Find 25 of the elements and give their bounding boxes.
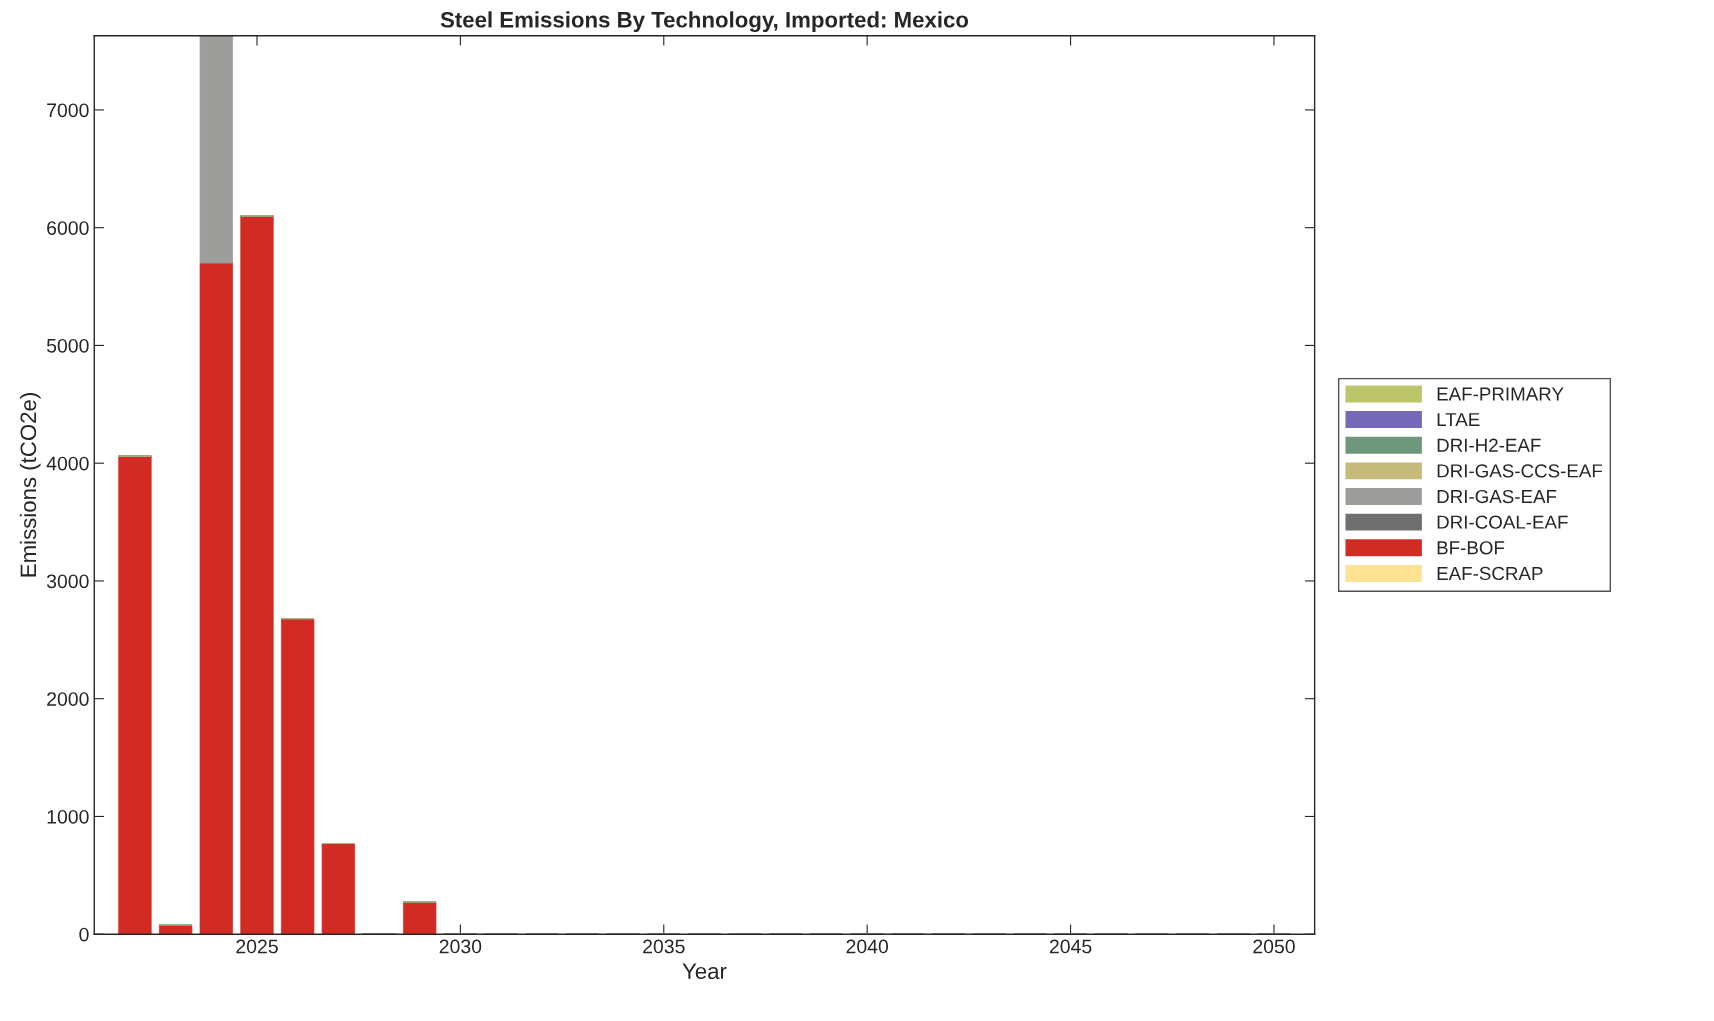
x-tick-label: 2030 — [439, 939, 482, 954]
y-tick-label: 4000 — [46, 456, 89, 471]
x-tick-label: 2040 — [846, 939, 889, 954]
x-tick-label: 2035 — [643, 939, 685, 954]
y-tick-label: 1000 — [47, 809, 89, 824]
y-tick-label: 3000 — [46, 574, 89, 589]
y-tick-label: 2000 — [47, 692, 89, 706]
legend-label: BF-BOF — [1437, 541, 1505, 555]
legend-label: DRI-COAL-EAF — [1437, 515, 1568, 529]
y-tick-label: 6000 — [47, 221, 89, 235]
y-tick-label: 5000 — [46, 338, 89, 353]
y-tick-label: 7000 — [47, 103, 89, 118]
chart-title: Steel Emissions By Technology, Imported: Mexico — [440, 11, 969, 33]
y-axis-title: Emissions (tCO2e) — [19, 393, 41, 577]
x-tick-label: 2050 — [1253, 939, 1295, 954]
x-tick-label: 2045 — [1049, 939, 1092, 954]
x-tick-label: 2025 — [236, 939, 278, 954]
y-tick-label: 0 — [79, 927, 89, 942]
legend-label: DRI-GAS-CCS-EAF — [1437, 464, 1603, 478]
x-axis-title: Year — [682, 963, 727, 980]
legend-label: DRI-GAS-EAF — [1437, 489, 1557, 504]
legend-label: LTAE — [1437, 413, 1480, 427]
legend-label: EAF-PRIMARY — [1437, 387, 1564, 401]
legend-label: EAF-SCRAP — [1437, 566, 1543, 581]
legend-label: DRI-H2-EAF — [1437, 438, 1541, 452]
